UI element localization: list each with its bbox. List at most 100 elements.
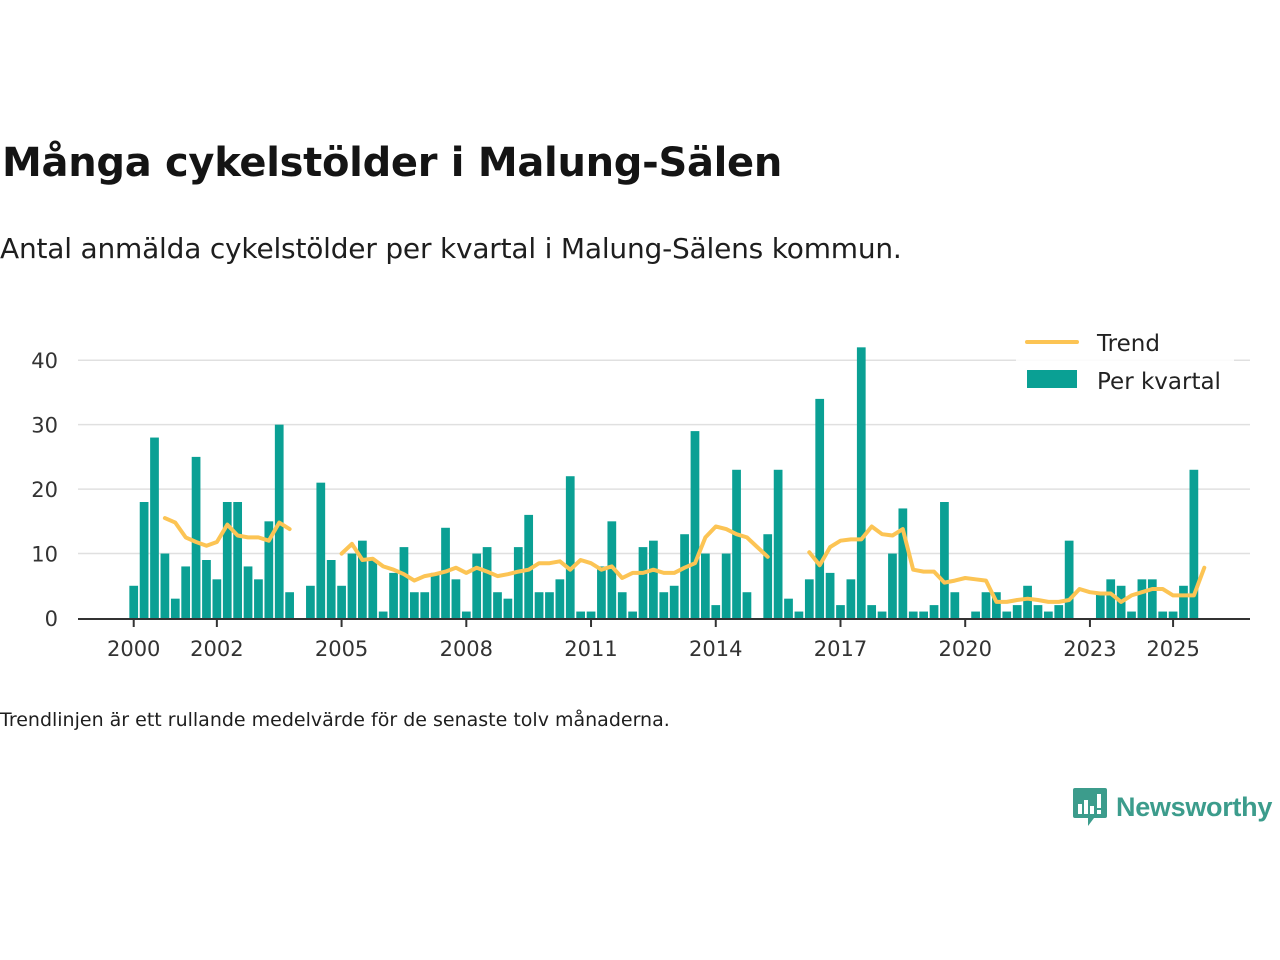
- x-tick-label: 2020: [938, 637, 991, 661]
- chart-note: Trendlinjen är ett rullande medelvärde f…: [0, 709, 670, 731]
- bar: [690, 431, 700, 618]
- y-tick-label: 0: [45, 607, 58, 631]
- bar: [649, 540, 658, 618]
- bar: [430, 572, 440, 618]
- bar: [358, 540, 367, 618]
- bar: [971, 611, 980, 618]
- y-tick-label: 30: [31, 414, 58, 438]
- bar: [919, 611, 929, 618]
- bar: [711, 605, 721, 618]
- bar: [856, 347, 866, 618]
- x-tick-label: 2011: [564, 637, 617, 661]
- bar: [150, 437, 159, 618]
- bar: [243, 566, 253, 618]
- x-tick-label: 2014: [689, 637, 742, 661]
- bar: [867, 605, 877, 618]
- bar: [721, 553, 731, 618]
- bar: [669, 585, 679, 618]
- bar: [264, 521, 274, 618]
- bar: [773, 469, 783, 618]
- bar: [1158, 611, 1168, 618]
- bar: [472, 553, 482, 618]
- bar: [347, 553, 357, 618]
- bar: [638, 547, 648, 618]
- bar: [732, 469, 741, 618]
- bar: [1012, 605, 1022, 618]
- bar: [784, 598, 793, 618]
- bar: [503, 598, 513, 618]
- bar: [846, 579, 856, 618]
- bar: [1168, 611, 1178, 618]
- bar: [368, 560, 378, 618]
- bar: [836, 605, 845, 618]
- brand-name: Newsworthy: [1116, 791, 1273, 822]
- bar: [1127, 611, 1136, 618]
- x-tick-label: 2000: [107, 637, 160, 661]
- bar: [409, 592, 419, 618]
- bar: [285, 592, 294, 618]
- bar: [482, 547, 492, 618]
- bar: [170, 598, 180, 618]
- x-tick-label: 2025: [1146, 637, 1199, 661]
- bar: [202, 560, 211, 618]
- bar: [191, 456, 201, 618]
- bar: [908, 611, 918, 618]
- bar: [898, 508, 908, 618]
- x-axis: 2000 2002 2005 2008 2011 2014 2017 2020 2023 2025: [107, 619, 1200, 661]
- bar: [254, 579, 263, 618]
- legend: Trend Per kvartal: [1016, 324, 1234, 404]
- bar: [1033, 605, 1043, 618]
- bar: [888, 553, 897, 618]
- legend-trend-label: Trend: [1096, 331, 1160, 357]
- bar: [659, 592, 669, 618]
- bar: [804, 579, 814, 618]
- bar: [1189, 469, 1199, 618]
- bar: [139, 502, 149, 618]
- newsworthy-logo-icon: [1073, 788, 1107, 826]
- bar: [493, 592, 502, 618]
- bar: [617, 592, 627, 618]
- x-tick-label: 2017: [814, 637, 867, 661]
- bar: [825, 572, 835, 618]
- bar: [1023, 585, 1032, 618]
- trend-series: [162, 516, 1207, 604]
- trend-line: [807, 524, 1207, 604]
- x-tick-label: 2002: [190, 637, 243, 661]
- bar: [1095, 592, 1105, 618]
- bar: [524, 514, 534, 618]
- bar: [586, 611, 596, 618]
- bar: [576, 611, 586, 618]
- legend-bar-label: Per kvartal: [1097, 369, 1221, 395]
- bar: [565, 476, 575, 618]
- bar: [940, 502, 949, 618]
- bar: [181, 566, 191, 618]
- bar: [306, 585, 315, 618]
- bar: [222, 502, 232, 618]
- bar: [1043, 611, 1053, 618]
- bar: [337, 585, 346, 618]
- bar: [555, 579, 565, 618]
- bar: [815, 398, 825, 618]
- trend-line: [162, 516, 292, 548]
- bar: [451, 579, 461, 618]
- bar: [992, 592, 1001, 618]
- bar: [1054, 605, 1064, 618]
- legend-background: [1016, 324, 1234, 404]
- trend-line: [339, 524, 770, 583]
- bar: [1106, 579, 1116, 618]
- bar: [160, 553, 170, 618]
- bar: [513, 547, 523, 618]
- bar: [233, 502, 243, 618]
- bar: [628, 611, 637, 618]
- bar: [742, 592, 752, 618]
- chart-title: Många cykelstölder i Malung-Sälen: [2, 140, 783, 186]
- y-tick-label: 10: [31, 543, 58, 567]
- y-tick-label: 40: [31, 349, 58, 373]
- y-axis: 0 10 20 30 40: [31, 349, 58, 631]
- y-tick-label: 20: [31, 478, 58, 502]
- legend-bar-swatch: [1027, 370, 1077, 388]
- brand: Newsworthy: [1072, 786, 1272, 828]
- bar: [545, 592, 554, 618]
- chart-subtitle: Antal anmälda cykelstölder per kvartal i…: [0, 232, 902, 265]
